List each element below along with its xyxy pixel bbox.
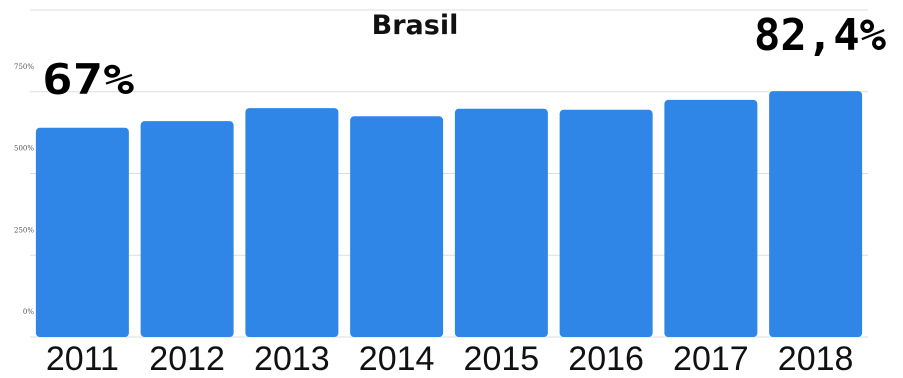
x-tick-label: 2012: [149, 340, 225, 378]
first-value-callout: 67%: [42, 55, 134, 104]
x-tick-label: 2017: [673, 340, 749, 378]
bar-2015: [454, 108, 548, 337]
bar-2016: [559, 109, 653, 337]
bar-2011: [35, 127, 129, 337]
bar-2018: [769, 91, 863, 337]
last-value-callout: 82,4%: [754, 10, 887, 61]
y-tick-label: 750%: [14, 63, 34, 71]
x-tick-label: 2011: [46, 340, 119, 378]
y-tick-label: 250%: [14, 226, 34, 234]
bar-2014: [350, 116, 444, 338]
x-axis-labels: 2011 2012 2013 2014 2015 2016 2017 2018: [46, 340, 854, 378]
y-tick-label: 0%: [23, 308, 34, 316]
x-tick-label: 2016: [568, 340, 644, 378]
x-tick-label: 2013: [254, 340, 330, 378]
y-tick-label: 500%: [14, 145, 34, 153]
bar-2012: [140, 121, 234, 338]
x-tick-label: 2014: [359, 340, 435, 378]
x-tick-label: 2018: [778, 340, 854, 378]
chart-title: Brasil: [372, 10, 459, 41]
bars: [35, 91, 863, 338]
y-axis-ticks: 0%250%500%750%1.000%: [14, 63, 34, 316]
x-tick-label: 2015: [464, 340, 540, 378]
bar-2017: [664, 99, 758, 337]
bar-2013: [245, 108, 339, 337]
